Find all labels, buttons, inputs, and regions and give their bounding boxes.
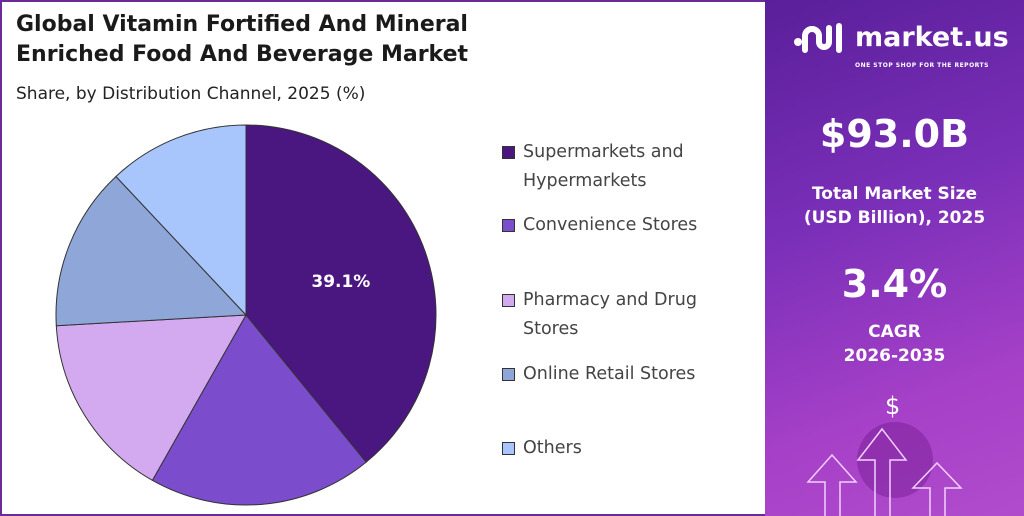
legend-swatch (502, 442, 515, 455)
legend-swatch (502, 294, 515, 307)
data-label: 39.1% (311, 272, 370, 292)
legend-swatch (502, 219, 515, 232)
legend-label: Others (523, 438, 582, 458)
tagline: ONE STOP SHOP FOR THE REPORTS (855, 62, 989, 69)
logo-text: market.us (855, 22, 1009, 53)
pie-slice-online-retail-stores (55, 175, 248, 327)
chart-title: Global Vitamin Fortified And Mineral Enri… (16, 10, 468, 70)
market-size-value: $93.0B (819, 112, 970, 156)
legend-label: Pharmacy and Drug (523, 290, 697, 310)
legend-swatch (502, 368, 515, 381)
pie-slice-convenience-stores (151, 314, 367, 506)
label-line: (USD Billion), 2025 (803, 208, 986, 228)
summary-panel: market.us ONE STOP SHOP FOR THE REPORTS … (765, 0, 1024, 516)
legend-item-supermarkets: Supermarkets and Hypermarkets (502, 138, 684, 196)
logo-icon (794, 23, 842, 53)
growth-arrows-icon (806, 422, 963, 516)
dollar-icon: $ (885, 392, 901, 420)
label-line: Total Market Size (811, 184, 978, 204)
legend-item-online: Online Retail Stores (502, 360, 695, 389)
legend-item-pharmacy: Pharmacy and Drug Stores (502, 286, 697, 344)
legend-label: Hypermarkets (523, 171, 647, 191)
label-line: 2026-2035 (843, 346, 946, 366)
legend-label: Stores (523, 319, 579, 339)
cagr-label: CAGR 2026-2035 (765, 320, 1024, 368)
title-line-1: Global Vitamin Fortified And Mineral (16, 12, 468, 37)
legend-swatch (502, 146, 515, 159)
title-line-2: Enriched Food And Beverage Market (16, 42, 469, 67)
logo: market.us (793, 20, 1009, 56)
legend-label: Supermarkets and (523, 142, 684, 162)
pie-slice-pharmacy-and-drug-stores (55, 314, 247, 482)
cagr-value: 3.4% (841, 262, 948, 306)
pie-slice-supermarkets-and-hypermarkets (245, 124, 437, 463)
label-line: CAGR (868, 322, 921, 342)
legend-label: Convenience Stores (523, 215, 698, 235)
pie-chart: 39.1% (55, 124, 437, 506)
legend-label: Online Retail Stores (523, 364, 696, 384)
market-size-label: Total Market Size (USD Billion), 2025 (765, 182, 1024, 230)
chart-subtitle: Share, by Distribution Channel, 2025 (%) (16, 84, 366, 104)
legend-item-convenience: Convenience Stores (502, 211, 697, 240)
pie-slice-others (115, 124, 247, 317)
legend-item-others: Others (502, 434, 582, 463)
